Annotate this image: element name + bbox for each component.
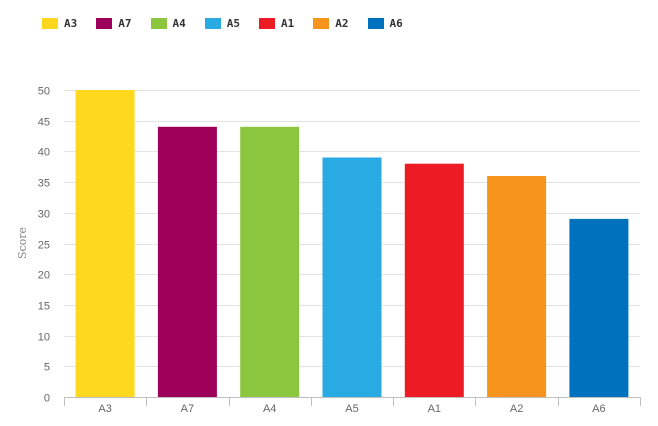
legend-swatch (150, 17, 167, 29)
bar[interactable] (569, 218, 629, 397)
legend-item[interactable]: A3 (42, 17, 77, 30)
y-tick-label: 25 (38, 240, 50, 252)
x-axis: A3 A7 A4 A5 A1 A2 A6 (64, 397, 641, 415)
x-tick-label: A4 (263, 403, 276, 415)
legend-label: A4 (172, 16, 186, 30)
legend-label: A6 (389, 16, 403, 30)
chart-legend: A3 A7 A4 A5 A1 A2 A6 (42, 14, 422, 32)
y-tick-label: 20 (38, 270, 50, 282)
legend-item[interactable]: A5 (204, 16, 240, 30)
y-axis-ticks: 0 5 10 15 20 25 30 35 40 45 50 (38, 86, 50, 405)
bar[interactable] (75, 90, 135, 397)
x-tick-label: A5 (345, 403, 358, 415)
bar[interactable] (487, 176, 547, 397)
y-tick-label: 0 (44, 393, 50, 405)
legend-swatch (259, 17, 275, 29)
legend-swatch (313, 17, 330, 29)
y-tick-label: 30 (38, 209, 50, 221)
legend-label: A5 (226, 16, 240, 30)
y-tick-label: 35 (38, 178, 50, 190)
legend-item[interactable]: A4 (150, 16, 186, 30)
bar[interactable] (240, 126, 300, 398)
legend-item[interactable]: A2 (313, 16, 349, 30)
y-tick-label: 10 (38, 332, 50, 344)
legend-label: A1 (281, 16, 295, 30)
x-tick-label: A1 (428, 403, 441, 415)
y-tick-label: 5 (44, 362, 50, 374)
bar[interactable] (157, 126, 217, 398)
legend-label: A2 (335, 16, 349, 30)
legend-swatch (204, 17, 221, 29)
legend-label: A7 (118, 16, 132, 30)
legend-swatch (367, 17, 384, 29)
bars (75, 90, 629, 398)
y-tick-label: 15 (38, 301, 50, 313)
y-axis-label: Score (16, 227, 29, 259)
legend-label: A3 (64, 16, 78, 30)
y-tick-label: 50 (38, 86, 50, 98)
legend-item[interactable]: A7 (96, 16, 132, 30)
x-tick-label: A7 (181, 403, 194, 415)
bar[interactable] (322, 157, 382, 398)
y-tick-label: 45 (38, 117, 50, 129)
legend-swatch (96, 17, 113, 29)
legend-item[interactable]: A1 (259, 17, 294, 30)
x-tick-label: A6 (592, 403, 605, 415)
bar[interactable] (404, 163, 464, 397)
x-tick-label: A3 (98, 403, 111, 415)
legend-item[interactable]: A6 (367, 16, 403, 30)
y-tick-label: 40 (38, 147, 50, 159)
x-tick-label: A2 (510, 403, 523, 415)
legend-swatch (42, 17, 58, 29)
